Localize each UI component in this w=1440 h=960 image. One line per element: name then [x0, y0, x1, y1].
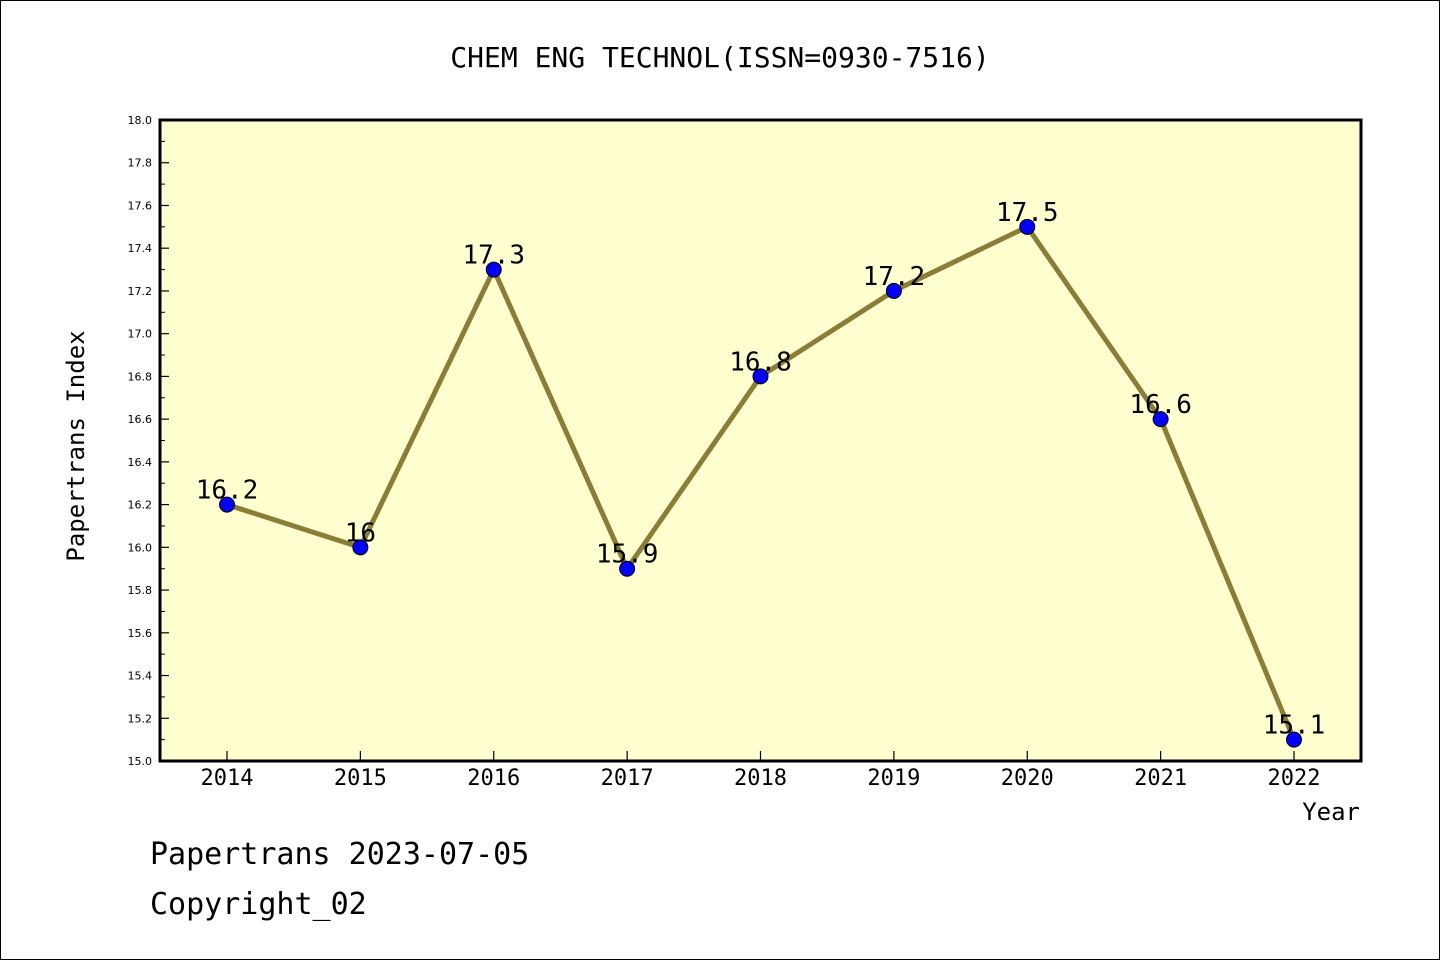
data-label: 16.2: [196, 476, 259, 506]
x-tick-label: 2022: [1268, 766, 1321, 791]
data-label: 16.8: [729, 347, 792, 377]
y-tick-label: 16.4: [128, 456, 153, 469]
data-point: [485, 261, 502, 278]
data-label: 17.2: [863, 262, 926, 292]
y-tick-label: 15.8: [128, 584, 153, 597]
y-tick-label: 16.2: [128, 499, 153, 512]
data-label: 16.6: [1129, 390, 1192, 420]
data-label: 16: [345, 518, 376, 548]
data-point: [1019, 218, 1036, 235]
x-tick-label: 2014: [201, 766, 254, 791]
y-tick-label: 17.2: [128, 285, 153, 298]
data-point: [752, 368, 769, 385]
x-axis-ticks: 2014 2015 2016 2017 2018 2019 2020 2021 2022: [201, 751, 1321, 791]
x-tick-label: 2021: [1134, 766, 1187, 791]
y-tick-label: 18.0: [128, 114, 153, 127]
series-layer: 16.2 16 17.3 15.9 16.8 17.2 17.5 16.6 15.1: [196, 198, 1326, 748]
x-tick-label: 2020: [1001, 766, 1054, 791]
y-tick-label: 17.0: [128, 328, 153, 341]
x-axis-label: Year: [1302, 798, 1360, 826]
y-tick-label: 16.8: [128, 370, 153, 383]
y-tick-label: 16.6: [128, 413, 153, 426]
y-tick-label: 15.4: [128, 670, 153, 683]
chart-title: CHEM ENG TECHNOL(ISSN=0930-7516): [450, 41, 989, 74]
y-axis-label: Papertrans Index: [62, 330, 90, 561]
x-tick-label: 2019: [867, 766, 920, 791]
data-point: [619, 560, 636, 577]
x-tick-label: 2015: [334, 766, 387, 791]
y-tick-label: 15.0: [128, 755, 153, 768]
data-label: 15.9: [596, 540, 659, 570]
y-tick-label: 17.6: [128, 199, 153, 212]
data-label: 17.3: [462, 241, 525, 271]
data-point: [352, 539, 369, 556]
x-tick-label: 2016: [467, 766, 520, 791]
x-tick-label: 2017: [601, 766, 654, 791]
plot-border: [158, 118, 1363, 763]
plot-area: [160, 120, 1361, 761]
y-tick-label: 15.6: [128, 627, 153, 640]
y-tick-label: 15.2: [128, 712, 153, 725]
footer-copyright: Copyright_02: [150, 887, 367, 922]
data-point: [885, 282, 902, 299]
y-tick-label: 17.8: [128, 157, 153, 170]
data-label: 15.1: [1263, 711, 1326, 741]
y-tick-label: 17.4: [128, 242, 153, 255]
footer-date: Papertrans 2023-07-05: [150, 837, 529, 872]
data-label: 17.5: [996, 198, 1059, 228]
data-point: [1286, 731, 1302, 748]
y-tick-label: 16.0: [128, 541, 153, 554]
x-tick-label: 2018: [734, 766, 787, 791]
data-point: [219, 496, 235, 513]
data-point: [1152, 411, 1169, 428]
